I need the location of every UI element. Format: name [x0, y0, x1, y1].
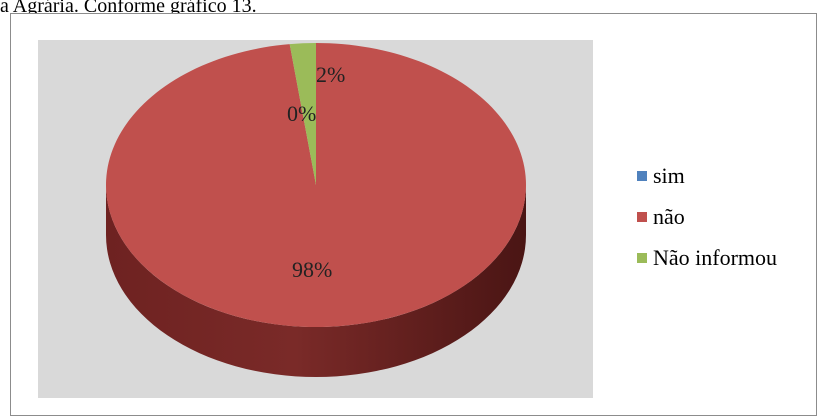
legend-item-sim: sim: [637, 164, 685, 188]
data-label-sim: 0%: [287, 101, 317, 126]
data-label-nao-informou: 2%: [316, 62, 346, 87]
legend-label-nao: não: [653, 204, 685, 229]
legend-swatch-nao-informou: [637, 253, 647, 263]
caption-text: a Agrária. Conforme gráfico 13.: [0, 0, 257, 17]
legend-label-sim: sim: [653, 163, 685, 188]
legend-label-nao-informou: Não informou: [653, 245, 778, 270]
legend: sim não Não informou: [627, 147, 813, 286]
legend-swatch-sim: [637, 171, 647, 181]
pie-chart: [106, 43, 526, 377]
slice-nao-informou: [289, 43, 316, 185]
pie-side-wall: [106, 185, 526, 377]
pie-side: [106, 185, 526, 377]
legend-item-nao-informou: Não informou: [637, 246, 777, 270]
legend-swatch-nao: [637, 212, 647, 222]
legend-item-nao: não: [637, 205, 685, 229]
pie-top: [106, 43, 526, 327]
data-label-nao: 98%: [292, 257, 333, 282]
